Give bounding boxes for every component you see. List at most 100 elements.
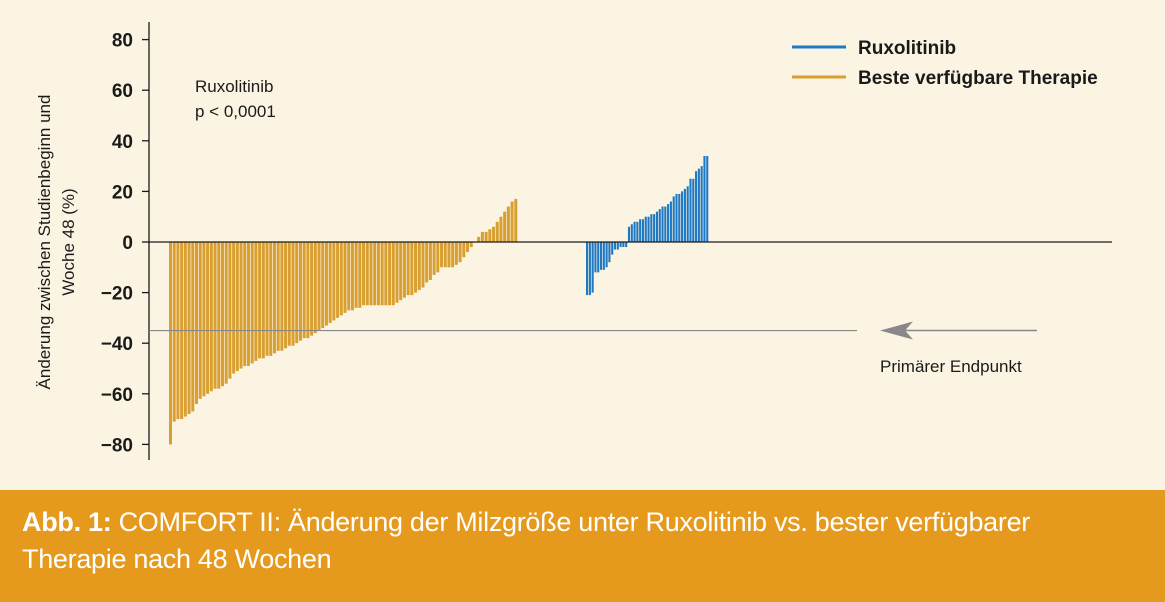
ruxolitinib-bar (633, 221, 636, 242)
caption-text: COMFORT II: Änderung der Milzgröße unter… (22, 507, 1030, 574)
bvt-bar (384, 242, 388, 306)
bvt-bar (209, 242, 213, 392)
bvt-bar (324, 242, 328, 326)
annotation-line1: Ruxolitinib (195, 77, 273, 96)
bvt-bar (410, 242, 414, 296)
ruxolitinib-bar (591, 242, 594, 293)
bvt-bar (169, 242, 173, 445)
bvt-bar (469, 242, 473, 248)
y-axis-label-line1: Änderung zwischen Studienbeginn und (35, 95, 54, 390)
ruxolitinib-bar (692, 178, 695, 242)
bvt-bar (462, 242, 466, 258)
primary-endpoint-label: Primärer Endpunkt (880, 357, 1022, 376)
bvt-bar (454, 242, 458, 265)
bvt-bar (350, 242, 354, 311)
bvt-bar (276, 242, 280, 351)
ruxolitinib-bar (653, 214, 656, 242)
ruxolitinib-bar (647, 216, 650, 242)
ruxolitinib-bar (588, 242, 591, 296)
bvt-bar (321, 242, 325, 329)
bvt-bar (391, 242, 395, 306)
legend-label-beste-verfuegbare-therapie: Beste verfügbare Therapie (858, 68, 1098, 89)
y-tick-label: 40 (112, 132, 133, 153)
bvt-bar (310, 242, 314, 336)
bvt-bar (480, 231, 484, 242)
legend: Ruxolitinib Beste verfügbare Therapie (792, 38, 1098, 89)
bvt-bar (272, 242, 276, 354)
bvt-bar (440, 242, 444, 268)
bvt-bar (436, 242, 440, 273)
bvt-bar (514, 198, 518, 242)
y-tick-label: −60 (101, 385, 133, 406)
bvt-bar (443, 242, 447, 268)
bvt-bar (198, 242, 202, 399)
y-tick-label: −40 (101, 334, 133, 355)
bvt-bar (466, 242, 470, 253)
bvt-bar (510, 201, 514, 242)
ruxolitinib-bar (689, 178, 692, 242)
bvt-bar (358, 242, 362, 308)
caption-label: Abb. 1: (22, 507, 112, 537)
bvt-bar (451, 242, 455, 268)
bvt-bar (183, 242, 187, 417)
bvt-bar (239, 242, 243, 369)
bvt-bar (187, 242, 191, 415)
bvt-bar (488, 229, 492, 242)
bvt-bar (191, 242, 195, 412)
ruxolitinib-bar (675, 193, 678, 242)
bvt-bar (402, 242, 406, 298)
ruxolitinib-bar (661, 206, 664, 242)
ruxolitinib-bar (636, 221, 639, 242)
bvt-bar (261, 242, 265, 359)
bvt-bar (250, 242, 254, 364)
annotation-p-value: p < 0,0001 (195, 102, 276, 121)
ruxolitinib-bar (664, 206, 667, 242)
chart: Änderung zwischen Studienbeginn und Woch… (35, 22, 1112, 460)
bvt-bar (306, 242, 310, 339)
ruxolitinib-bar (599, 242, 603, 270)
ruxolitinib-bar (655, 211, 658, 242)
bvt-bar (417, 242, 421, 291)
ruxolitinib-bar (627, 226, 631, 242)
bvt-bar (495, 221, 499, 242)
bvt-bar (339, 242, 343, 316)
ruxolitinib-bar (586, 242, 589, 296)
bvt-bar (380, 242, 384, 306)
y-tick-label: 0 (122, 233, 133, 254)
ruxolitinib-bar (619, 242, 622, 248)
ruxolitinib-bar (613, 242, 617, 250)
bvt-bar (477, 236, 481, 242)
bvt-bar (332, 242, 336, 321)
bvt-bar (213, 242, 217, 389)
bvt-bar (362, 242, 366, 306)
ruxolitinib-bar (681, 191, 684, 242)
bvt-bar (447, 242, 451, 268)
bvt-bar (369, 242, 373, 306)
arrow-left-icon (880, 321, 913, 340)
bvt-bar (287, 242, 291, 346)
ruxolitinib-bar (669, 201, 672, 242)
bvt-bar (202, 242, 206, 397)
ruxolitinib-bar (639, 219, 642, 242)
bvt-bar (336, 242, 340, 318)
ruxolitinib-bar (695, 171, 698, 242)
ruxolitinib-bar (683, 188, 686, 242)
bvt-bar (220, 242, 224, 387)
bvt-bar (295, 242, 299, 344)
ruxolitinib-bar (622, 242, 625, 248)
bvt-bar (421, 242, 425, 288)
bvt-bar (228, 242, 232, 379)
ruxolitinib-bar (700, 166, 703, 242)
ruxolitinib-bar (658, 209, 661, 242)
bvt-bar (302, 242, 306, 339)
bvt-bar (432, 242, 436, 275)
ruxolitinib-bar (697, 168, 700, 242)
bvt-bar (194, 242, 198, 404)
bvt-bar (428, 242, 432, 280)
ruxolitinib-bar (616, 242, 619, 250)
ruxolitinib-bar (594, 242, 597, 273)
bvt-bar (399, 242, 403, 301)
bvt-bar (499, 216, 503, 242)
bvt-bar (291, 242, 295, 346)
bvt-bar (224, 242, 228, 384)
